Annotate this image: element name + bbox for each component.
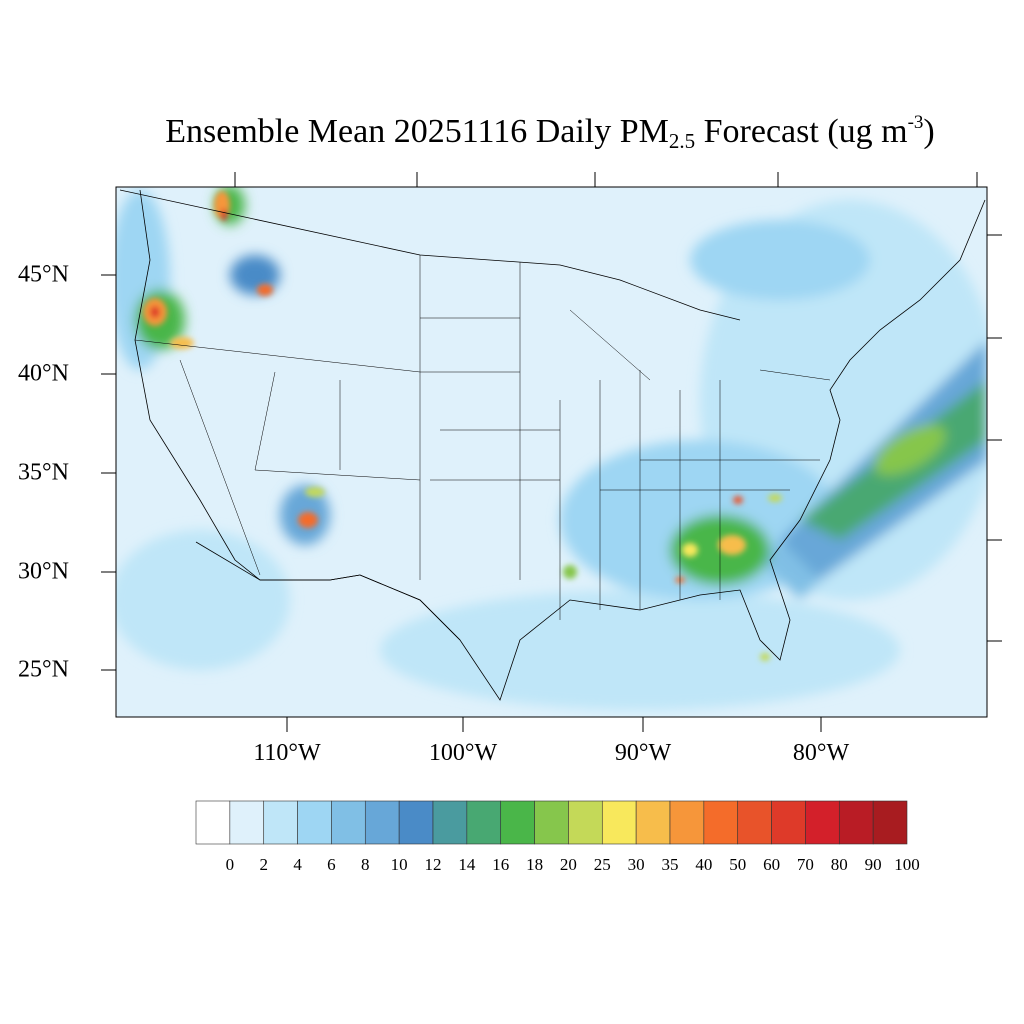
lon-label: 90°W (614, 740, 672, 766)
colorbar-bin (805, 800, 840, 845)
colorbar-label: 100 (894, 855, 920, 874)
title-text-units: Forecast (ug m (695, 113, 908, 150)
colorbar-label: 20 (559, 855, 577, 874)
colorbar (195, 800, 908, 845)
colorbar-label: 50 (729, 855, 747, 874)
colorbar-label: 40 (695, 855, 713, 874)
colorbar-bin (195, 800, 231, 845)
lat-label: 25°N (18, 656, 69, 683)
map-frame (115, 186, 988, 718)
colorbar-label: 16 (492, 855, 510, 874)
colorbar-label: 80 (830, 855, 848, 874)
colorbar-bin (737, 800, 772, 845)
colorbar-bin (669, 800, 705, 845)
colorbar-bin (263, 800, 298, 845)
colorbar-label: 35 (661, 855, 679, 874)
colorbar-label: 70 (796, 855, 814, 874)
colorbar-bin (432, 800, 468, 845)
colorbar-label: 12 (424, 855, 442, 874)
colorbar-label: 90 (864, 855, 882, 874)
colorbar-label: 6 (327, 855, 336, 874)
colorbar-label: 4 (293, 855, 302, 874)
colorbar-bin (500, 800, 535, 845)
pollution-shading (116, 187, 987, 710)
colorbar-label: 0 (225, 855, 235, 874)
lat-label: 40°N (18, 360, 69, 387)
colorbar-bin (398, 800, 434, 845)
lon-label: 100°W (428, 740, 498, 766)
colorbar-bin (229, 800, 265, 845)
map-title: Ensemble Mean 20251116 Daily PM2.5 Forec… (0, 112, 1024, 154)
title-subscript: 2.5 (668, 129, 696, 153)
lat-label: 30°N (18, 558, 69, 585)
lat-label: 35°N (18, 459, 69, 486)
mexico-border (195, 541, 461, 641)
colorbar-label: 10 (390, 855, 408, 874)
colorbar-bin (872, 800, 908, 845)
colorbar-label: 60 (763, 855, 781, 874)
canada-border (119, 189, 741, 321)
colorbar-bin (331, 800, 366, 845)
colorbar-label: 2 (259, 855, 268, 874)
colorbar-label: 8 (361, 855, 370, 874)
lat-label: 45°N (18, 261, 69, 288)
title-superscript: -3 (907, 112, 924, 133)
state-borders (134, 255, 831, 620)
colorbar-bin (568, 800, 603, 845)
colorbar-bin (364, 800, 400, 845)
lon-label: 110°W (253, 740, 321, 766)
colorbar-label: 30 (627, 855, 645, 874)
title-text: Ensemble Mean 20251116 Daily PM (165, 113, 669, 150)
colorbar-bin (703, 800, 739, 845)
colorbar-label: 18 (526, 855, 544, 874)
colorbar-bin (601, 800, 637, 845)
axis-ticks (101, 172, 1002, 732)
colorbar-bin (635, 800, 671, 845)
lon-label: 80°W (792, 740, 850, 766)
colorbar-bin (771, 800, 806, 845)
concentration-field (116, 187, 987, 717)
colorbar-bin (297, 800, 332, 845)
boundaries (119, 189, 986, 701)
coastline (134, 189, 986, 701)
colorbar-bin (534, 800, 569, 845)
colorbar-label: 25 (593, 855, 611, 874)
title-suffix: ) (923, 113, 935, 150)
colorbar-bin (466, 800, 502, 845)
colorbar-label: 14 (458, 855, 476, 874)
colorbar-bin (838, 800, 874, 845)
